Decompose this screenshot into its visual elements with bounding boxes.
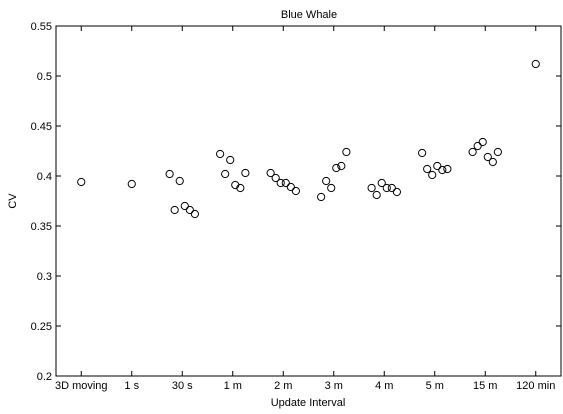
data-point — [443, 164, 452, 174]
data-point — [236, 183, 245, 193]
data-point — [165, 169, 174, 179]
data-point — [332, 163, 341, 173]
data-point — [291, 186, 300, 196]
data-point — [387, 183, 396, 193]
data-point — [433, 161, 442, 171]
data-point — [418, 148, 427, 158]
data-point — [226, 155, 235, 165]
data-point — [367, 183, 376, 193]
x-axis-label: Update Interval — [271, 397, 346, 409]
x-tick-label: 120 min — [516, 380, 555, 392]
data-point — [276, 178, 285, 188]
y-tick-label: 0.35 — [31, 221, 52, 233]
chart-title: Blue Whale — [281, 9, 337, 21]
data-point — [423, 164, 432, 174]
y-tick-label: 0.5 — [37, 71, 52, 83]
y-tick-label: 0.2 — [37, 371, 52, 383]
data-point — [473, 141, 482, 151]
x-tick-label: 5 m — [426, 380, 444, 392]
data-point — [428, 170, 437, 180]
data-point — [488, 157, 497, 167]
data-point — [190, 209, 199, 219]
data-points — [77, 59, 540, 219]
data-point — [483, 152, 492, 162]
x-tick-label: 30 s — [172, 380, 193, 392]
data-point — [271, 173, 280, 183]
data-point — [337, 161, 346, 171]
data-point — [468, 147, 477, 157]
data-point — [175, 176, 184, 186]
x-tick-label: 3 m — [325, 380, 343, 392]
data-point — [180, 201, 189, 211]
x-tick-label: 1 s — [124, 380, 139, 392]
data-point — [281, 178, 290, 188]
data-point — [216, 149, 225, 159]
data-point — [438, 165, 447, 175]
data-point — [241, 168, 250, 178]
data-point — [185, 205, 194, 215]
plot-frame — [55, 25, 562, 377]
data-point — [382, 183, 391, 193]
data-point — [77, 177, 86, 187]
data-point — [322, 176, 331, 186]
x-axis: 3D moving 1 s 30 s 1 m 2 m 3 m 4 m 5 m 15 m 120 m… — [55, 26, 555, 392]
x-tick-label: 3D moving — [55, 380, 108, 392]
data-point — [127, 179, 136, 189]
data-point — [286, 182, 295, 192]
y-axis: 0.2 0.25 0.3 0.35 0.4 0.45 0.5 0.55 — [31, 21, 561, 383]
y-tick-label: 0.45 — [31, 121, 52, 133]
data-point — [342, 147, 351, 157]
x-tick-label: 1 m — [224, 380, 242, 392]
data-point — [478, 137, 487, 147]
data-point — [372, 190, 381, 200]
y-tick-label: 0.55 — [31, 21, 52, 33]
data-point — [170, 205, 179, 215]
data-point — [221, 169, 230, 179]
data-point — [266, 168, 275, 178]
y-tick-label: 0.4 — [37, 171, 52, 183]
x-tick-label: 2 m — [274, 380, 292, 392]
data-point — [392, 187, 401, 197]
y-tick-label: 0.25 — [31, 321, 52, 333]
x-tick-label: 15 m — [473, 380, 497, 392]
data-point — [327, 183, 336, 193]
data-point — [493, 147, 502, 157]
y-tick-label: 0.3 — [37, 271, 52, 283]
data-point — [531, 59, 540, 69]
x-tick-label: 4 m — [375, 380, 393, 392]
data-point — [377, 178, 386, 188]
data-point — [317, 192, 326, 202]
y-axis-label: CV — [7, 193, 19, 209]
